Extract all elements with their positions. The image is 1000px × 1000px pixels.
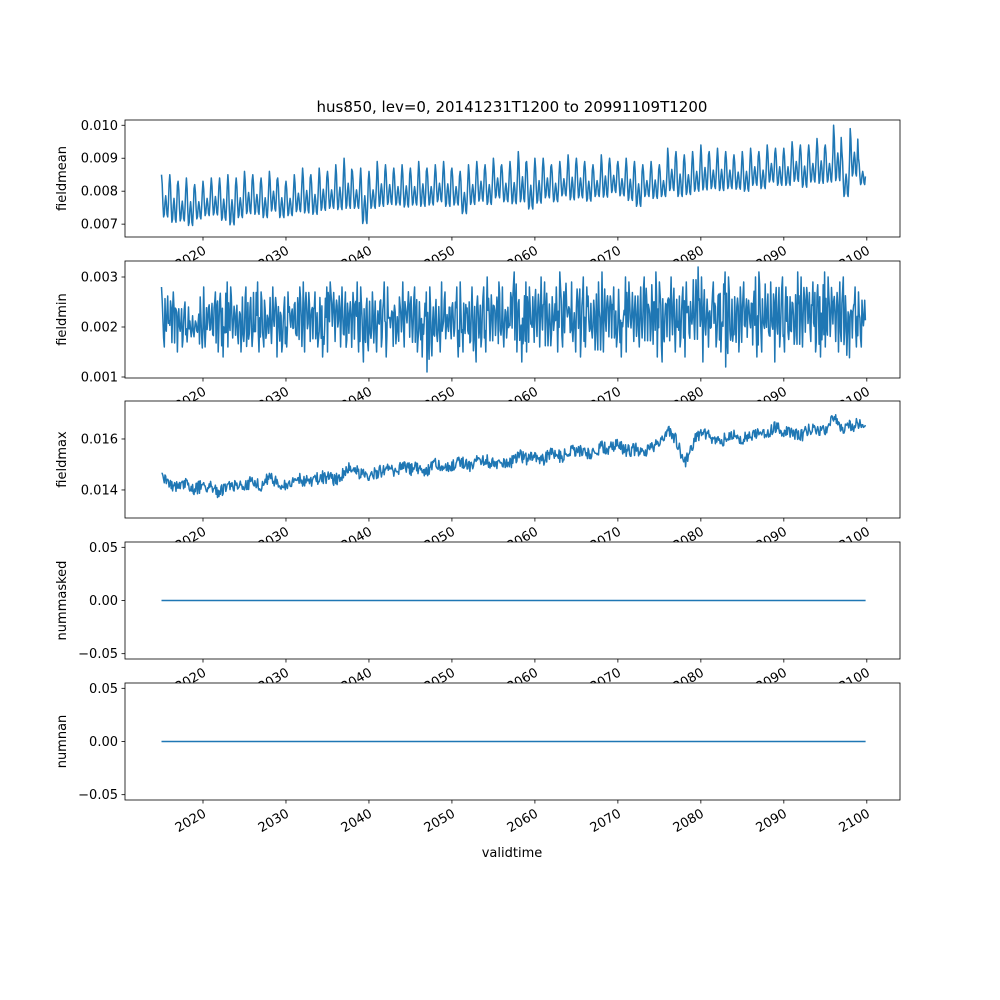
series-line-fieldmean: [160, 124, 867, 227]
y-tick-label: 0.008: [81, 185, 118, 200]
chart-title: hus850, lev=0, 20141231T1200 to 20991109…: [317, 98, 708, 116]
y-tick-label: 0.010: [81, 119, 118, 134]
y-axis-label: nummasked: [55, 561, 70, 641]
series-line-fieldmax: [161, 414, 867, 499]
y-tick-label: −0.05: [78, 647, 118, 662]
y-tick-label: 0.014: [81, 483, 118, 498]
x-axis-label: validtime: [482, 846, 543, 861]
y-axis-label: fieldmin: [55, 293, 70, 346]
y-tick-label: 0.016: [81, 432, 118, 447]
y-tick-label: 0.003: [81, 271, 118, 286]
y-tick-label: −0.05: [78, 788, 118, 803]
series-line-fieldmin: [160, 266, 867, 373]
y-axis-label: numnan: [55, 715, 70, 769]
y-tick-label: 0.05: [89, 682, 118, 697]
y-axis-label: fieldmax: [55, 431, 70, 488]
y-tick-label: 0.002: [81, 321, 118, 336]
axes-frame: [124, 260, 901, 379]
y-tick-label: 0.05: [89, 541, 118, 556]
y-tick-label: 0.007: [81, 218, 118, 233]
y-axis-label: fieldmean: [55, 146, 70, 211]
y-tick-label: 0.00: [89, 735, 118, 750]
y-tick-label: 0.001: [81, 371, 118, 386]
y-tick-label: 0.00: [89, 594, 118, 609]
axes-background: [125, 120, 900, 237]
axes-frame: [124, 400, 901, 519]
axes-frame: [124, 119, 901, 238]
y-tick-label: 0.009: [81, 152, 118, 167]
